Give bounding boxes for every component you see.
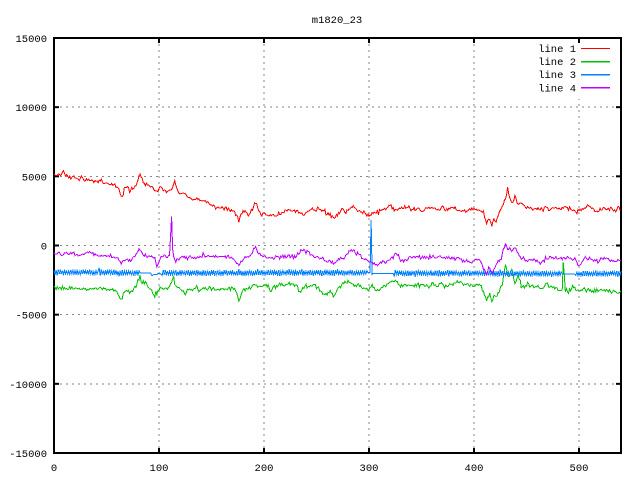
axis-labels: 0 100 200 300 400 500 -15000 -10000 -5000 0 5000 10… xyxy=(9,34,588,475)
series-1-polyline xyxy=(53,169,622,227)
plot-border-rect xyxy=(53,37,622,454)
y-tick-label--10000: -10000 xyxy=(9,380,47,392)
x-tick-label-400: 400 xyxy=(465,463,484,475)
y-tick-label-15000: 15000 xyxy=(15,34,47,46)
x-tick-label-0: 0 xyxy=(51,463,57,475)
legend-label-3: line 3 xyxy=(538,70,576,82)
legend-label-1: line 1 xyxy=(538,44,576,56)
y-tick-label-10000: 10000 xyxy=(15,103,47,115)
series-4-polyline xyxy=(53,216,622,276)
series-2-polyline xyxy=(53,262,622,304)
x-tick-label-500: 500 xyxy=(570,463,589,475)
y-tick-label--5000: -5000 xyxy=(15,311,47,323)
grid-lines xyxy=(54,38,621,453)
x-tick-label-100: 100 xyxy=(150,463,169,475)
y-tick-label-0: 0 xyxy=(41,242,47,254)
data-series xyxy=(53,169,622,304)
legend-label-2: line 2 xyxy=(538,57,576,69)
chart-title: m1820_23 xyxy=(312,15,362,27)
x-tick-label-200: 200 xyxy=(255,463,274,475)
x-tick-label-300: 300 xyxy=(360,463,379,475)
plot-border xyxy=(53,37,622,454)
y-tick-label--15000: -15000 xyxy=(9,449,47,461)
legend-label-4: line 4 xyxy=(538,83,576,95)
series-3-polyline xyxy=(53,220,622,279)
y-tick-label-5000: 5000 xyxy=(22,172,47,184)
